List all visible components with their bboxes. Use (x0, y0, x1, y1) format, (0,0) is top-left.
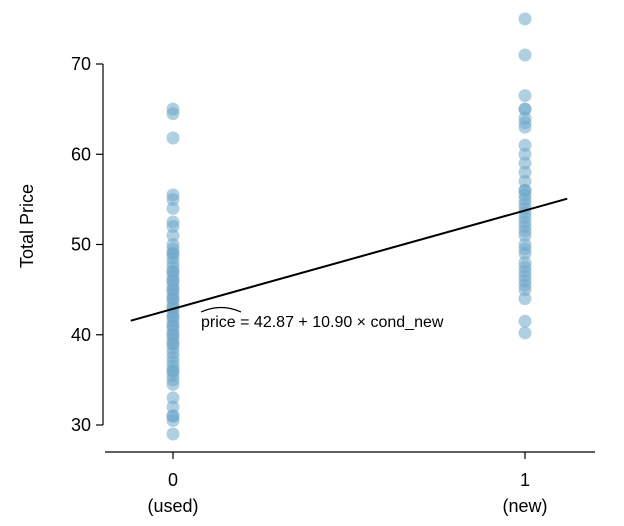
data-point (518, 12, 532, 26)
data-point (166, 427, 180, 441)
data-point (518, 326, 532, 340)
data-point (518, 111, 532, 125)
data-point (166, 228, 180, 242)
data-point (518, 165, 532, 179)
data-point (518, 314, 532, 328)
x-tick-sublabel: (used) (147, 496, 198, 516)
hat-accent (200, 306, 242, 313)
data-points (166, 12, 532, 441)
data-point (518, 138, 532, 152)
data-point (166, 131, 180, 145)
y-axis-title: Total Price (17, 184, 37, 268)
x-tick-label: 0 (168, 470, 178, 490)
data-point (166, 188, 180, 202)
data-point (166, 215, 180, 229)
data-point (166, 400, 180, 414)
data-point (518, 89, 532, 103)
x-tick-label: 1 (520, 470, 530, 490)
data-point (166, 409, 180, 423)
data-point (518, 183, 532, 197)
y-tick-label: 30 (71, 415, 91, 435)
regression-equation: price = 42.87 + 10.90 × cond_new (200, 306, 444, 331)
svg-text:price = 42.87 + 10.90 × cond_n: price = 42.87 + 10.90 × cond_new (201, 314, 444, 331)
regression-line (130, 197, 568, 322)
x-tick-sublabel: (new) (502, 496, 547, 516)
data-point (518, 48, 532, 62)
x-axis: 0 (used) 1 (new) (105, 451, 595, 516)
data-point (518, 156, 532, 170)
data-point (518, 147, 532, 161)
y-tick-label: 40 (71, 325, 91, 345)
equation-rest: = 42.87 + 10.90 × cond_new (236, 314, 444, 331)
data-point (518, 174, 532, 188)
equation-hat-term: price (201, 314, 236, 331)
data-point (518, 102, 532, 116)
data-point (166, 238, 180, 251)
data-point (166, 391, 180, 405)
y-axis: 30 40 50 60 70 (71, 54, 104, 435)
data-point (166, 102, 180, 116)
data-point (166, 201, 180, 215)
y-tick-label: 60 (71, 144, 91, 164)
data-point (518, 238, 532, 251)
data-point (518, 292, 532, 306)
y-tick-label: 50 (71, 235, 91, 255)
data-point (518, 256, 532, 270)
y-tick-label: 70 (71, 54, 91, 74)
